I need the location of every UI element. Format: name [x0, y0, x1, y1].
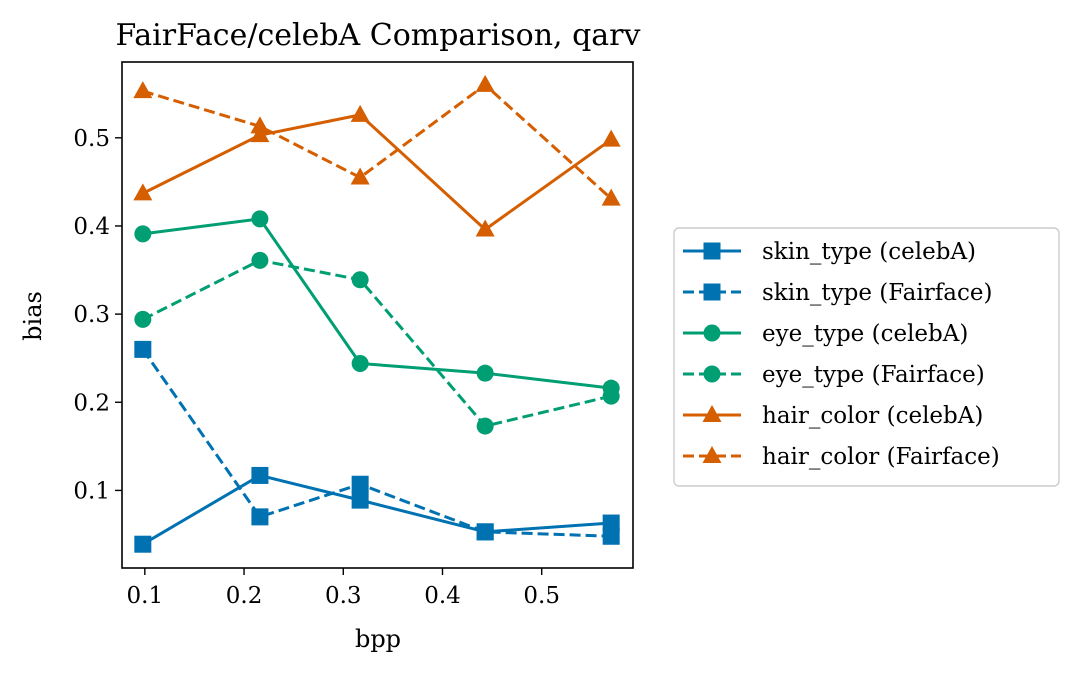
data-point: [476, 523, 494, 541]
x-tick-label: 0.3: [325, 583, 362, 609]
data-point: [602, 387, 620, 405]
legend-item: hair_color (Fairface): [683, 444, 1000, 470]
chart-title: FairFace/celebA Comparison, qarv: [116, 18, 641, 53]
legend-marker: [703, 365, 721, 383]
legend-item: eye_type (Fairface): [683, 362, 985, 388]
data-point: [134, 225, 152, 243]
data-point: [133, 183, 153, 201]
legend-label: skin_type (Fairface): [762, 280, 992, 306]
y-axis-label: bias: [19, 291, 47, 341]
legend-label: hair_color (Fairface): [762, 444, 1000, 470]
data-point: [250, 125, 270, 143]
x-tick-label: 0.5: [523, 583, 560, 609]
data-point: [351, 491, 369, 509]
data-point: [350, 167, 370, 185]
y-tick-label: 0.1: [73, 478, 110, 504]
legend-item: skin_type (Fairface): [683, 280, 992, 306]
data-point: [351, 475, 369, 493]
data-point: [134, 535, 152, 553]
data-point: [351, 271, 369, 289]
series-skin-type-fairface: [134, 340, 620, 545]
data-point: [251, 210, 269, 228]
series-hair-color-celeba: [133, 104, 621, 237]
legend-box: [673, 227, 1060, 487]
legend-marker: [703, 283, 721, 301]
series-hair-color-fairface: [133, 74, 621, 206]
data-point: [133, 81, 153, 99]
y-tick-label: 0.5: [73, 126, 110, 152]
data-point: [351, 354, 369, 372]
x-axis-label: bpp: [355, 625, 401, 653]
data-point: [350, 104, 370, 122]
y-tick-label: 0.4: [73, 214, 110, 240]
plot-frame: [121, 61, 634, 569]
legend-item: eye_type (celebA): [683, 321, 968, 347]
data-point: [251, 466, 269, 484]
legend-marker: [702, 446, 722, 463]
series-eye-type-celeba: [134, 210, 620, 397]
legend-label: skin_type (celebA): [762, 239, 976, 265]
legend-label: eye_type (celebA): [762, 321, 968, 347]
legend-item: skin_type (celebA): [683, 239, 976, 265]
data-point: [601, 129, 621, 147]
legend-marker: [702, 405, 722, 422]
x-tick-label: 0.4: [424, 583, 461, 609]
legend-label: eye_type (Fairface): [762, 362, 985, 388]
data-point: [475, 74, 495, 92]
data-point: [134, 310, 152, 328]
x-tick-label: 0.2: [226, 583, 263, 609]
series-eye-type-fairface: [134, 251, 620, 435]
legend-marker: [703, 242, 721, 260]
y-tick-label: 0.2: [73, 390, 110, 416]
data-point: [250, 116, 270, 134]
y-tick-label: 0.3: [73, 302, 110, 328]
legend: skin_type (celebA) skin_type (Fairface) ey…: [673, 227, 1060, 487]
data-point: [251, 251, 269, 269]
data-point: [251, 508, 269, 526]
legend-item: hair_color (celebA): [683, 403, 983, 429]
x-tick-label: 0.1: [127, 583, 164, 609]
data-point: [602, 527, 620, 545]
data-point: [476, 364, 494, 382]
data-point: [476, 417, 494, 435]
series-layer: [133, 74, 621, 553]
data-point: [601, 188, 621, 206]
data-point: [475, 219, 495, 237]
legend-label: hair_color (celebA): [762, 403, 983, 429]
axis-ticks: 0.1 0.2 0.3 0.4 0.5 0.1 0.2 0.3 0.4 0.5: [73, 126, 560, 609]
legend-marker: [703, 324, 721, 342]
data-point: [602, 514, 620, 532]
data-point: [134, 340, 152, 358]
